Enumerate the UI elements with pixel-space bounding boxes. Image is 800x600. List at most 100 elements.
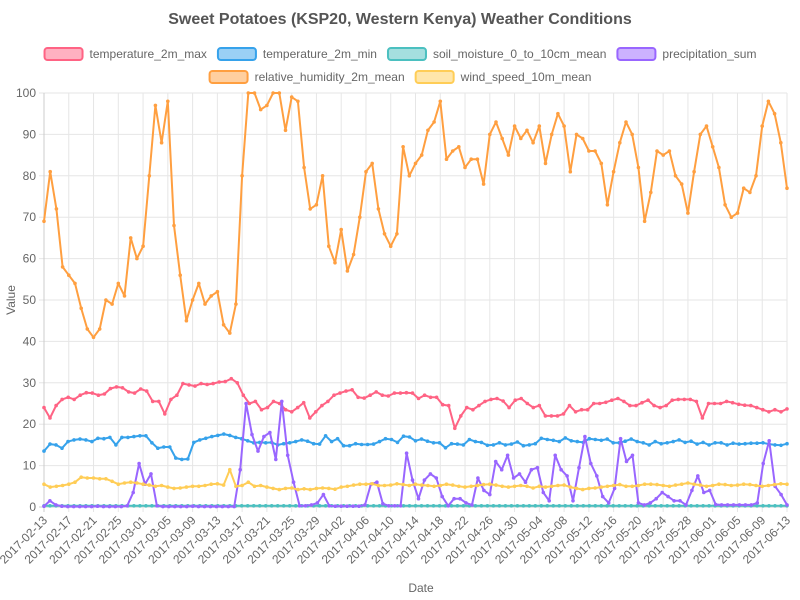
- data-point: [161, 504, 165, 509]
- data-point: [204, 436, 208, 441]
- data-point: [250, 432, 254, 437]
- data-point: [655, 149, 659, 153]
- data-point: [612, 486, 617, 491]
- data-point: [333, 260, 337, 265]
- data-point: [642, 219, 647, 224]
- data-point: [320, 174, 325, 178]
- data-point: [575, 439, 580, 444]
- data-point: [482, 488, 486, 493]
- data-point: [617, 504, 621, 508]
- data-point: [128, 480, 133, 485]
- data-point: [309, 503, 314, 507]
- data-point: [271, 91, 275, 95]
- data-point: [692, 169, 696, 174]
- data-point: [175, 393, 179, 398]
- data-point: [713, 502, 718, 507]
- data-point: [166, 485, 170, 489]
- legend-item[interactable]: temperature_2m_min: [216, 47, 377, 61]
- data-point: [144, 389, 149, 393]
- data-point: [453, 426, 457, 431]
- data-point: [446, 504, 451, 508]
- data-point: [120, 435, 124, 440]
- data-point: [95, 504, 100, 509]
- data-point: [135, 481, 139, 485]
- data-point: [563, 436, 568, 440]
- data-point: [700, 416, 705, 420]
- data-point: [629, 504, 633, 508]
- data-point: [271, 399, 276, 404]
- data-point: [473, 504, 478, 508]
- data-point: [60, 504, 64, 509]
- data-point: [761, 441, 765, 445]
- legend-item[interactable]: wind_speed_10m_mean: [414, 70, 592, 84]
- data-point: [533, 441, 538, 446]
- data-point: [314, 203, 319, 207]
- data-point: [659, 504, 663, 508]
- data-point: [521, 443, 526, 448]
- data-point: [234, 302, 238, 306]
- data-point: [104, 298, 108, 302]
- legend-item[interactable]: temperature_2m_max: [43, 47, 207, 61]
- legend-item[interactable]: relative_humidity_2m_mean: [208, 70, 405, 84]
- data-point: [665, 504, 669, 508]
- data-point: [413, 161, 418, 166]
- data-point: [469, 484, 474, 489]
- legend-item[interactable]: soil_moisture_0_to_10cm_mean: [386, 47, 606, 61]
- data-point: [671, 504, 675, 508]
- data-point: [150, 504, 154, 508]
- data-point: [67, 273, 71, 278]
- data-point: [495, 396, 499, 401]
- y-tick-label: 30: [23, 376, 37, 390]
- data-point: [197, 281, 201, 286]
- data-point: [156, 446, 160, 451]
- data-point: [767, 439, 771, 443]
- data-point: [779, 140, 783, 145]
- data-point: [611, 441, 615, 445]
- data-point: [96, 436, 100, 441]
- legend-item[interactable]: precipitation_sum: [616, 47, 756, 61]
- data-point: [707, 504, 711, 508]
- data-point: [71, 504, 76, 509]
- data-point: [66, 504, 70, 509]
- data-point: [506, 153, 511, 157]
- data-point: [168, 445, 172, 449]
- y-tick-label: 80: [23, 169, 37, 183]
- data-point: [222, 432, 226, 436]
- data-point: [314, 486, 319, 491]
- data-point: [556, 483, 560, 488]
- data-point: [488, 132, 492, 137]
- data-point: [235, 381, 240, 385]
- data-point: [285, 453, 290, 458]
- data-point: [205, 382, 209, 387]
- y-tick-label: 10: [23, 459, 37, 473]
- y-tick-label: 20: [23, 417, 37, 431]
- data-point: [345, 504, 349, 509]
- data-point: [649, 190, 653, 195]
- data-point: [600, 494, 605, 499]
- data-point: [463, 485, 467, 489]
- data-point: [351, 483, 356, 487]
- data-point: [649, 482, 653, 487]
- data-point: [114, 443, 118, 447]
- data-point: [605, 484, 610, 489]
- data-point: [321, 492, 326, 497]
- data-point: [198, 438, 202, 442]
- data-point: [211, 381, 215, 386]
- data-point: [256, 449, 260, 453]
- data-point: [395, 440, 400, 445]
- data-point: [108, 386, 113, 391]
- data-point: [377, 439, 382, 444]
- data-point: [291, 480, 296, 485]
- data-point: [587, 436, 592, 441]
- legend-swatch: [386, 47, 427, 61]
- data-point: [642, 503, 647, 507]
- data-point: [434, 476, 439, 480]
- data-point: [497, 504, 502, 508]
- data-point: [785, 503, 789, 507]
- data-point: [220, 504, 225, 509]
- data-point: [761, 407, 765, 412]
- x-axis-ticks: 2017-02-132017-02-172017-02-212017-02-25…: [0, 513, 793, 567]
- data-point: [491, 443, 496, 447]
- data-point: [505, 453, 510, 458]
- data-point: [676, 397, 681, 402]
